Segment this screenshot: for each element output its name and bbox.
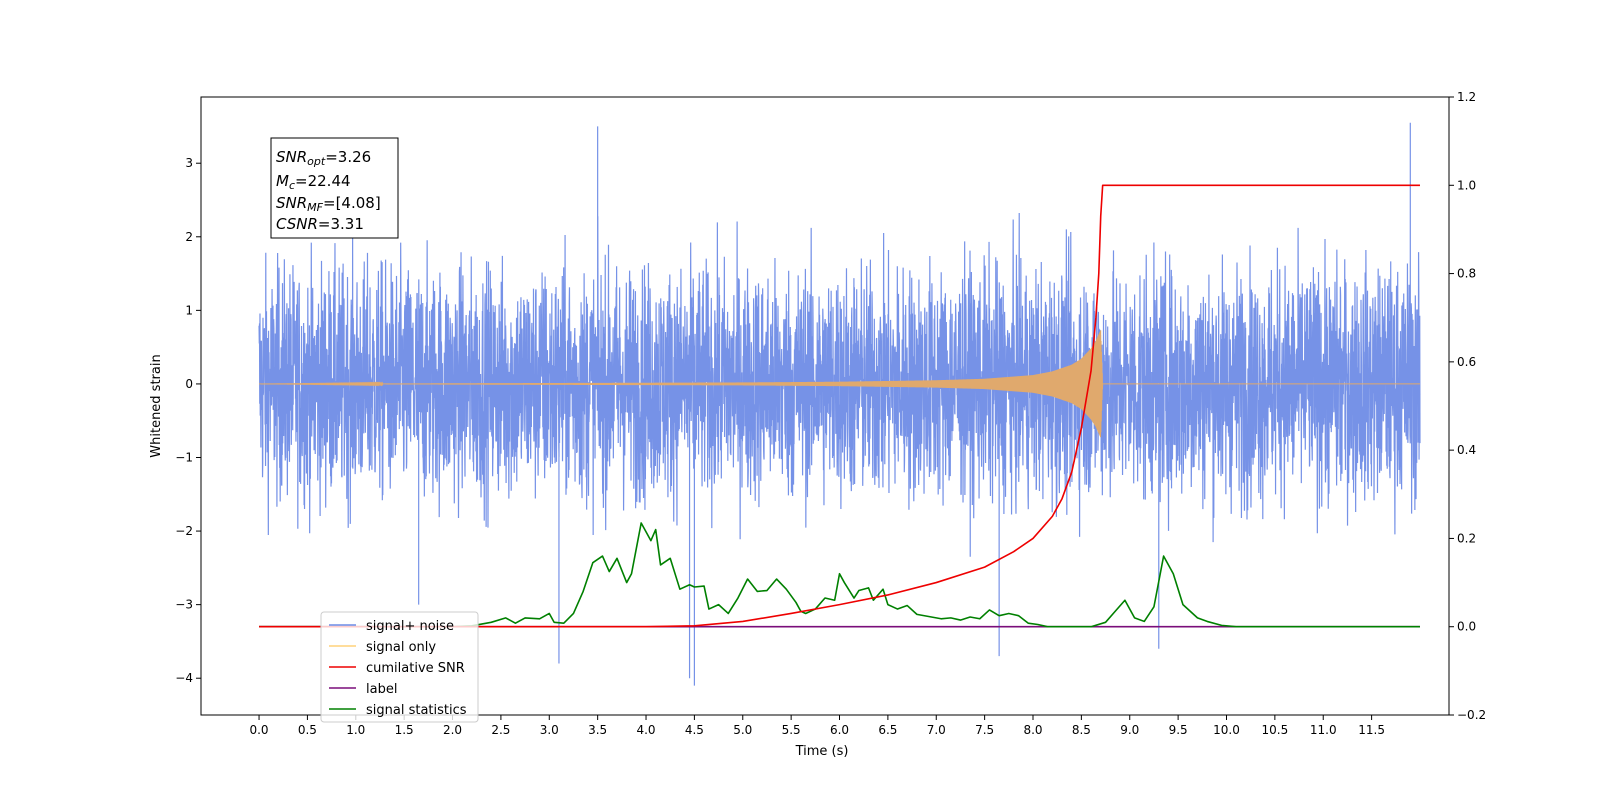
y-tick-label: 1 [185, 303, 193, 317]
x-tick-label: 10.5 [1262, 723, 1289, 737]
y2-tick-label: 0.8 [1457, 267, 1476, 281]
x-tick-label: 1.5 [395, 723, 414, 737]
legend-entry-signal-statistics: signal statistics [329, 703, 467, 718]
x-tick-label: 5.0 [733, 723, 752, 737]
x-tick-label: 5.5 [782, 723, 801, 737]
y2-tick-label: 1.2 [1457, 90, 1476, 104]
x-tick-label: 7.0 [927, 723, 946, 737]
y-tick-label: −1 [175, 451, 193, 465]
legend-label-signal-statistics: signal statistics [366, 703, 467, 718]
mc-text: Mc=22.44 [276, 172, 351, 192]
x-tick-label: 4.0 [636, 723, 655, 737]
legend-label-label: label [366, 682, 397, 697]
series-cumilative-snr [259, 184, 1420, 628]
series-layer [258, 122, 1421, 686]
y-axis-right: 1.2 1.0 0.8 0.6 0.4 0.2 0.0 −0.2 [1449, 90, 1486, 722]
x-tick-label: 8.5 [1072, 723, 1091, 737]
legend-entry-cumilative-snr: cumilative SNR [329, 661, 465, 676]
y-tick-label: 3 [185, 156, 193, 170]
snr-mf-text: SNRMF=[4.08] [276, 194, 381, 214]
x-tick-label: 1.0 [346, 723, 365, 737]
stats-annotation: SNRopt=3.26 Mc=22.44 SNRMF=[4.08] CSNR=3… [270, 137, 399, 239]
x-tick-label: 2.0 [443, 723, 462, 737]
x-axis-label: Time (s) [795, 744, 849, 759]
legend-box [320, 611, 479, 723]
legend-entry-signal-noise: signal+ noise [329, 619, 454, 634]
plot-frame [200, 96, 1450, 716]
snr-opt-text: SNRopt=3.26 [276, 148, 371, 168]
series-signal-noise [258, 122, 1421, 686]
x-tick-label: 11.5 [1358, 723, 1385, 737]
series-signal-statistics [259, 522, 1420, 628]
y2-tick-label: 0.2 [1457, 531, 1476, 545]
x-tick-label: 2.5 [491, 723, 510, 737]
x-axis: 0.0 0.5 1.0 1.5 2.0 2.5 3.0 3.5 4.0 4.5 5.0 5.5 6.0 6… [249, 715, 1385, 737]
y-tick-label: −2 [175, 524, 193, 538]
x-tick-label: 11.0 [1310, 723, 1337, 737]
y-tick-label: −4 [175, 671, 193, 685]
y2-tick-label: 0.0 [1457, 620, 1476, 634]
x-tick-label: 0.0 [249, 723, 268, 737]
x-tick-label: 4.5 [685, 723, 704, 737]
x-tick-label: 6.0 [830, 723, 849, 737]
y-tick-label: 2 [185, 230, 193, 244]
legend-entry-label: label [329, 682, 397, 697]
x-tick-label: 3.5 [588, 723, 607, 737]
legend-label-signal-only: signal only [366, 640, 436, 655]
y2-tick-label: 0.6 [1457, 355, 1476, 369]
series-signal-only [259, 330, 1420, 438]
x-tick-label: 10.0 [1213, 723, 1240, 737]
y-tick-label: −3 [175, 598, 193, 612]
y2-tick-label: 0.4 [1457, 443, 1476, 457]
legend-entry-signal-only: signal only [329, 640, 436, 655]
x-tick-label: 6.5 [878, 723, 897, 737]
x-tick-label: 8.0 [1023, 723, 1042, 737]
x-tick-label: 0.5 [298, 723, 317, 737]
y-tick-label: 0 [185, 377, 193, 391]
stats-annotation-box [270, 137, 399, 239]
x-tick-label: 9.5 [1169, 723, 1188, 737]
y2-tick-label: 1.0 [1457, 178, 1476, 192]
x-tick-label: 9.0 [1120, 723, 1139, 737]
x-tick-label: 3.0 [540, 723, 559, 737]
legend-label-signal-noise: signal+ noise [366, 619, 454, 634]
y-axis-label: Whitened strain [149, 354, 164, 457]
x-tick-label: 7.5 [975, 723, 994, 737]
csnr-text: CSNR=3.31 [276, 215, 364, 233]
y-axis-left: 3 2 1 0 −1 −2 −3 −4 [175, 156, 201, 685]
legend: signal+ noise signal only cumilative SNR… [320, 611, 479, 723]
legend-label-cumilative-snr: cumilative SNR [366, 661, 465, 676]
y2-tick-label: −0.2 [1457, 708, 1486, 722]
